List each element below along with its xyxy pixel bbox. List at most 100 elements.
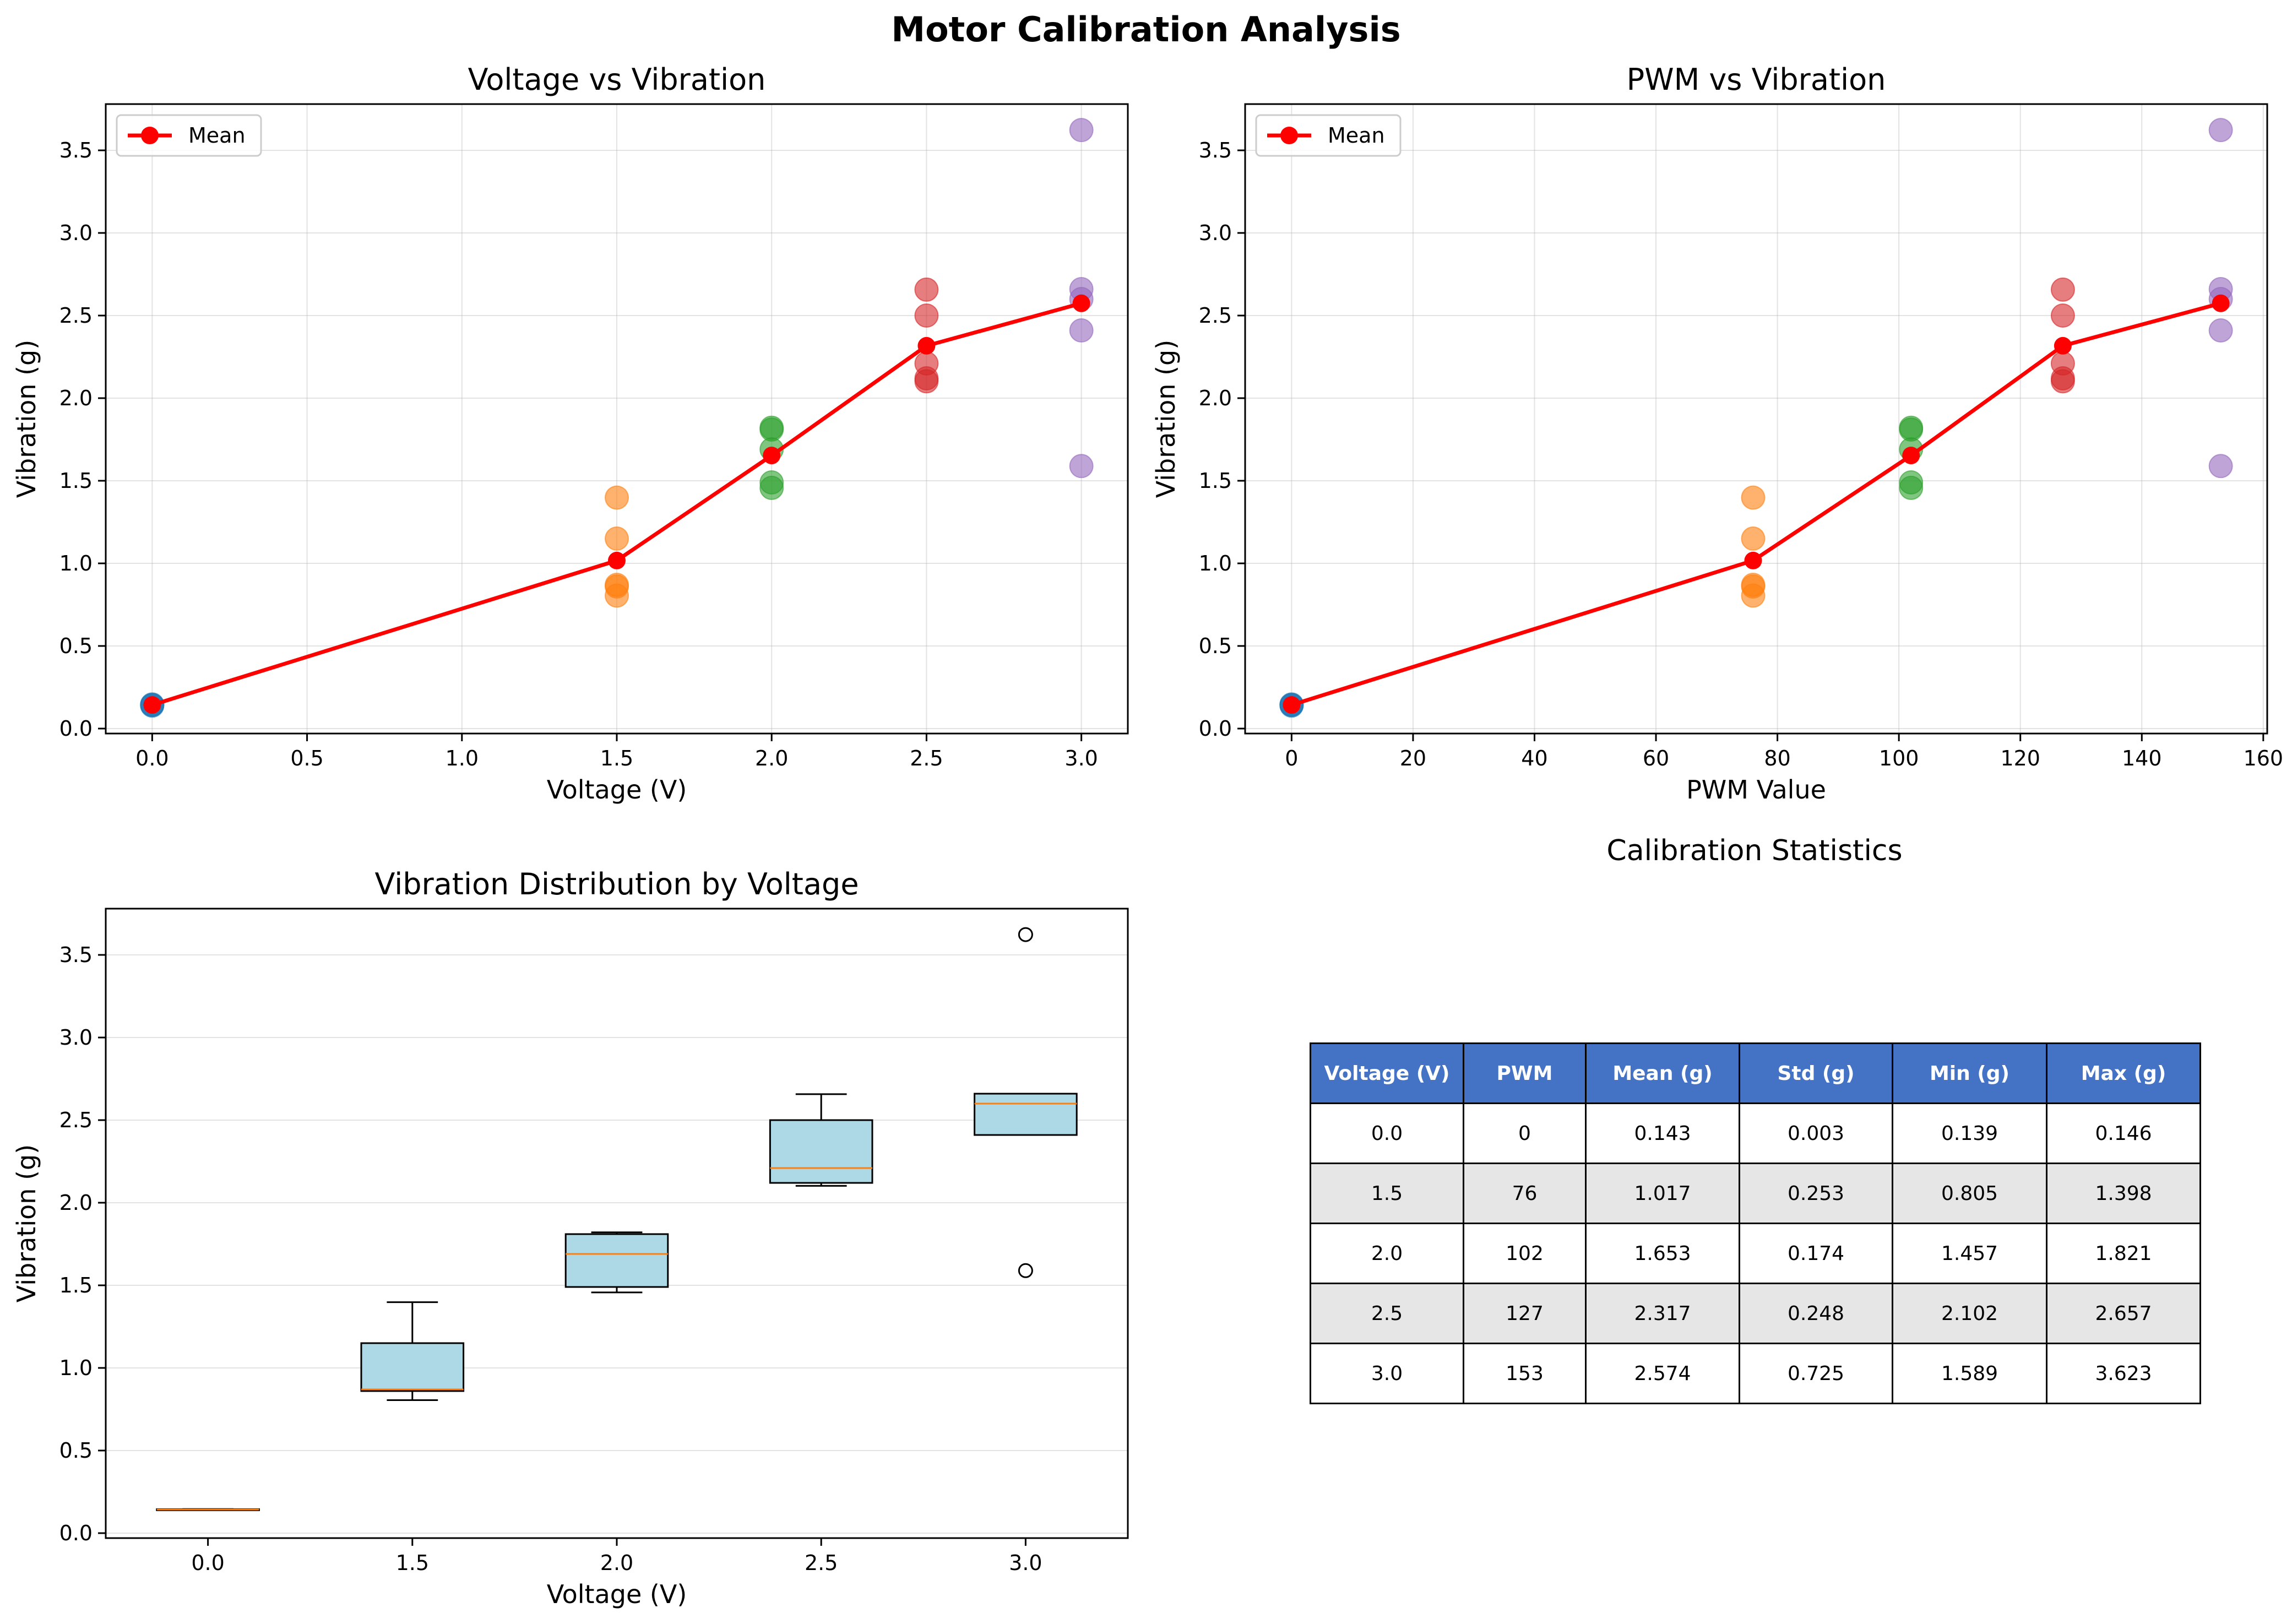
- pwm-vs-vibration-chart: 0.0 0.5 1.0 1.5 2.0 2.5 3.0 3.5 0 20 40 60 80 100 120 1…: [1151, 62, 2283, 805]
- figure-title: Motor Calibration Analysis: [891, 9, 1400, 50]
- mean-point: [763, 447, 781, 465]
- y-tick-label: 0.5: [59, 1438, 93, 1463]
- y-tick-label: 0.5: [1199, 634, 1232, 658]
- scatter-point: [1899, 470, 1924, 495]
- scatter-point: [2208, 454, 2233, 479]
- scatter-point: [1069, 318, 1094, 343]
- legend-label: Mean: [188, 123, 246, 148]
- legend-marker-swatch: [141, 127, 159, 144]
- axes-frame: [1244, 103, 2268, 735]
- table-cell: 1.017: [1585, 1163, 1740, 1224]
- x-tick-label: 40: [1521, 746, 1547, 770]
- table-header-row: Voltage (V) PWM Mean (g) Std (g) Min (g)…: [1310, 1042, 2201, 1104]
- table-cell: 0.248: [1739, 1283, 1893, 1344]
- table-header-cell: Max (g): [2046, 1042, 2201, 1104]
- legend-box: [116, 114, 262, 157]
- y-tick-label: 2.5: [59, 1108, 93, 1132]
- table-cell: 0.805: [1892, 1163, 2047, 1224]
- scatter-point: [1069, 454, 1094, 479]
- box: [360, 1342, 465, 1392]
- y-tick-label: 1.0: [59, 1356, 93, 1380]
- mean-point: [1283, 696, 1301, 714]
- mean-point: [1744, 551, 1762, 569]
- x-tick-label: 60: [1643, 746, 1669, 770]
- x-tick-label: 1.5: [600, 746, 633, 770]
- x-tick-label: 100: [1879, 746, 1919, 770]
- table-cell: 2.0: [1310, 1223, 1464, 1284]
- y-tick-label: 0.0: [59, 716, 93, 741]
- y-tick-label: 3.5: [1199, 138, 1232, 162]
- mean-point: [2054, 336, 2072, 355]
- scatter-point: [1741, 573, 1766, 597]
- vibration-distribution-chart: 0.0 0.5 1.0 1.5 2.0 2.5 3.0 3.5 0.0 1.5 2.0 2.5 3.0 V…: [12, 867, 1129, 1609]
- x-axis-label: Voltage (V): [547, 775, 687, 805]
- table-cell: 153: [1463, 1343, 1587, 1404]
- scatter-point: [759, 415, 784, 440]
- box: [564, 1233, 669, 1288]
- y-axis-label: Vibration (g): [1151, 340, 1181, 498]
- table-cell: 1.398: [2046, 1163, 2201, 1224]
- table-cell: 0.174: [1739, 1223, 1893, 1284]
- y-axis-label: Vibration (g): [12, 340, 41, 498]
- table-cell: 0.146: [2046, 1102, 2201, 1164]
- y-tick-label: 0.0: [59, 1521, 93, 1545]
- scatter-point: [914, 303, 939, 328]
- x-tick-label: 0.0: [191, 1551, 224, 1575]
- y-tick-label: 1.5: [1199, 469, 1232, 493]
- box: [769, 1119, 873, 1184]
- table-row: 3.0 153 2.574 0.725 1.589 3.623: [1310, 1343, 2201, 1404]
- scatter-point: [605, 526, 629, 551]
- box: [974, 1093, 1078, 1136]
- x-tick-label: 120: [2000, 746, 2040, 770]
- mean-point: [608, 551, 626, 569]
- x-tick-label: 3.0: [1064, 746, 1098, 770]
- mean-point: [1072, 294, 1090, 312]
- y-tick-label: 3.0: [59, 1025, 93, 1050]
- scatter-point: [2050, 277, 2075, 302]
- mean-point: [143, 696, 161, 714]
- table-row: 0.0 0 0.143 0.003 0.139 0.146: [1310, 1102, 2201, 1164]
- x-tick-label: 3.0: [1009, 1551, 1042, 1575]
- y-tick-label: 2.5: [1199, 303, 1232, 328]
- table-cell: 2.317: [1585, 1283, 1740, 1344]
- table-cell: 0.139: [1892, 1102, 2047, 1164]
- table-row: 1.5 76 1.017 0.253 0.805 1.398: [1310, 1163, 2201, 1224]
- y-tick-label: 1.0: [59, 551, 93, 575]
- table-cell: 1.821: [2046, 1223, 2201, 1284]
- scatter-point: [2050, 303, 2075, 328]
- scatter-point: [1069, 118, 1094, 143]
- y-tick-label: 2.0: [59, 1191, 93, 1215]
- legend-label: Mean: [1328, 123, 1385, 148]
- scatter-point: [759, 470, 784, 495]
- x-axis-label: PWM Value: [1686, 775, 1826, 805]
- chart-title: Vibration Distribution by Voltage: [374, 867, 859, 901]
- table-cell: 0.0: [1310, 1102, 1464, 1164]
- voltage-vs-vibration-chart: 0.0 0.5 1.0 1.5 2.0 2.5 3.0 3.5 0.0 0.5 1.0 1.5 2.0 2…: [12, 62, 1129, 805]
- chart-title: Voltage vs Vibration: [468, 62, 766, 97]
- scatter-point: [1899, 415, 1924, 440]
- legend-box: [1255, 114, 1402, 157]
- table-cell: 0.725: [1739, 1343, 1893, 1404]
- y-tick-label: 1.5: [59, 1273, 93, 1297]
- y-tick-label: 3.0: [59, 221, 93, 245]
- y-tick-label: 3.0: [1199, 221, 1232, 245]
- table-cell: 76: [1463, 1163, 1587, 1224]
- y-tick-label: 0.0: [1199, 716, 1232, 741]
- x-tick-label: 20: [1400, 746, 1426, 770]
- table-cell: 1.653: [1585, 1223, 1740, 1284]
- table-row: 2.0 102 1.653 0.174 1.457 1.821: [1310, 1223, 2201, 1284]
- x-tick-label: 0.0: [135, 746, 169, 770]
- x-tick-label: 160: [2244, 746, 2284, 770]
- x-tick-label: 0: [1285, 746, 1298, 770]
- table-cell: 2.657: [2046, 1283, 2201, 1344]
- table-cell: 0.253: [1739, 1163, 1893, 1224]
- table-header-cell: Voltage (V): [1310, 1042, 1464, 1104]
- x-tick-label: 140: [2122, 746, 2162, 770]
- mean-point: [917, 336, 936, 355]
- y-tick-label: 1.5: [59, 469, 93, 493]
- table-header-cell: Std (g): [1739, 1042, 1893, 1104]
- table-cell: 1.457: [1892, 1223, 2047, 1284]
- mean-point: [1902, 447, 1920, 465]
- y-axis-label: Vibration (g): [12, 1144, 41, 1302]
